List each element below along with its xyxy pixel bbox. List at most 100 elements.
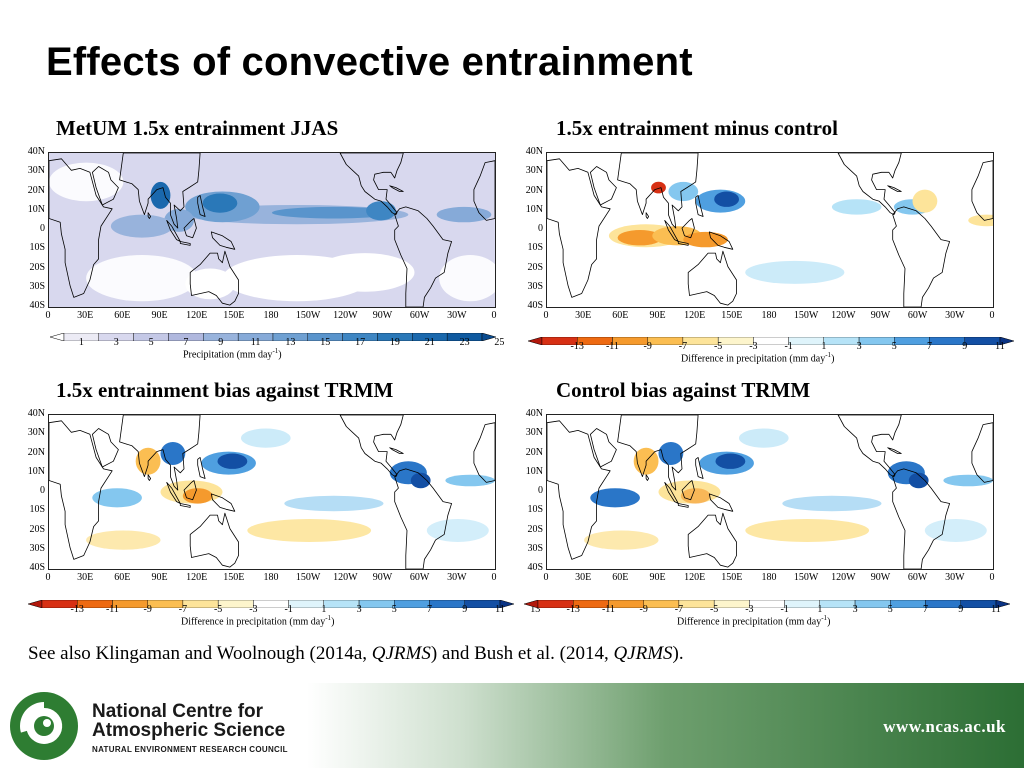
- colorbar-tick-label: -13: [570, 341, 584, 352]
- see-also-suffix: ).: [672, 643, 684, 664]
- colorbar-tick-label: -5: [213, 604, 223, 615]
- longitude-tick-label: 90W: [372, 572, 393, 583]
- colorbar: [527, 332, 1015, 346]
- longitude-tick-label: 0: [45, 572, 51, 583]
- colorbar-tick-label: 7: [183, 337, 189, 348]
- longitude-tick-label: 0: [989, 310, 995, 321]
- colorbar-tick-label: -11: [605, 341, 619, 352]
- colorbar-tick-label: 3: [856, 341, 862, 352]
- colorbar-label: Precipitation (mm day-1): [183, 347, 282, 361]
- latitude-tick-label: 20S: [527, 261, 543, 273]
- panel-title: Control bias against TRMM: [556, 378, 811, 402]
- latitude-tick-label: 10S: [29, 242, 45, 254]
- colorbar-tick-label: -9: [639, 604, 648, 615]
- latitude-tick-label: 0: [538, 485, 543, 496]
- org-subtitle: NATURAL ENVIRONMENT RESEARCH COUNCIL: [92, 745, 288, 754]
- website-url[interactable]: www.ncas.ac.uk: [883, 717, 1006, 736]
- precipitation-map: [546, 414, 994, 570]
- latitude-tick-label: 20N: [525, 184, 543, 196]
- colorbar-tick-label: 3: [852, 604, 858, 615]
- latitude-tick-label: 20S: [29, 261, 45, 273]
- longitude-tick-label: 150W: [793, 572, 819, 583]
- longitude-tick-label: 0: [989, 572, 995, 583]
- colorbar-tick-label: -13: [566, 604, 580, 615]
- colorbar-tick-label: 7: [923, 604, 929, 615]
- longitude-tick-label: 60E: [114, 572, 131, 583]
- colorbar-tick-label: -1: [284, 604, 293, 615]
- longitude-tick-label: 30E: [77, 572, 94, 583]
- latitude-tick-label: 10S: [29, 504, 45, 516]
- precipitation-map: [48, 414, 496, 570]
- longitude-tick-label: 0: [543, 572, 549, 583]
- colorbar-tick-label: 9: [218, 337, 224, 348]
- longitude-tick-label: 0: [45, 310, 51, 321]
- colorbar-tick-label: 11: [995, 341, 1005, 352]
- longitude-tick-label: 120W: [831, 572, 856, 583]
- longitude-tick-label: 0: [491, 310, 497, 321]
- latitude-tick-label: 30S: [29, 542, 45, 554]
- longitude-tick-label: 60W: [907, 310, 928, 321]
- colorbar-tick-label: 5: [891, 341, 897, 352]
- colorbar-tick-label: 21: [424, 337, 435, 348]
- colorbar-label: Difference in precipitation (mm day-1): [677, 614, 831, 628]
- longitude-tick-label: 90W: [372, 310, 393, 321]
- colorbar-tick-label: 1: [821, 341, 827, 352]
- colorbar-tick-label: 13: [1019, 604, 1024, 615]
- colorbar-tick-label: 11: [495, 604, 505, 615]
- longitude-tick-label: 60W: [907, 572, 928, 583]
- longitude-tick-label: 90E: [151, 572, 168, 583]
- colorbar-tick-label: 7: [927, 341, 933, 352]
- longitude-tick-label: 120E: [186, 310, 208, 321]
- latitude-tick-label: 10S: [527, 242, 543, 254]
- longitude-tick-label: 150W: [295, 572, 321, 583]
- latitude-tick-label: 40S: [527, 300, 543, 311]
- journal-name-2: QJRMS: [613, 643, 673, 664]
- longitude-tick-label: 30E: [77, 310, 94, 321]
- colorbar: [523, 595, 1011, 609]
- longitude-tick-label: 30E: [575, 572, 592, 583]
- colorbar-tick-label: 23: [459, 337, 470, 348]
- colorbar-tick-label: 9: [962, 341, 968, 352]
- longitude-tick-label: 180: [761, 310, 777, 321]
- colorbar-tick-label: -11: [601, 604, 615, 615]
- latitude-tick-label: 40S: [29, 300, 45, 311]
- longitude-tick-label: 150E: [223, 572, 245, 583]
- latitude-tick-label: 20S: [527, 523, 543, 535]
- colorbar-tick-label: -1: [780, 604, 789, 615]
- panel-title: 1.5x entrainment bias against TRMM: [56, 378, 394, 402]
- latitude-tick-label: 10N: [525, 203, 543, 215]
- colorbar-tick-label: -3: [745, 604, 754, 615]
- colorbar-tick-label: -5: [709, 604, 719, 615]
- longitude-tick-label: 150E: [223, 310, 245, 321]
- longitude-tick-label: 150W: [793, 310, 819, 321]
- colorbar-tick-label: 15: [320, 337, 331, 348]
- colorbar-tick-label: 5: [887, 604, 893, 615]
- colorbar-tick-label: 13: [285, 337, 296, 348]
- colorbar-tick-label: 7: [427, 604, 433, 615]
- colorbar-tick-label: -3: [249, 604, 258, 615]
- latitude-tick-label: 10N: [27, 203, 45, 215]
- colorbar-tick-label: 19: [389, 337, 400, 348]
- footer-banner: [0, 683, 1024, 768]
- colorbar-tick-label: 11: [250, 337, 261, 348]
- precipitation-map: [48, 152, 496, 308]
- colorbar: [27, 595, 515, 609]
- latitude-tick-label: 30N: [525, 165, 543, 177]
- latitude-tick-label: 20N: [27, 446, 45, 458]
- latitude-tick-label: 10N: [525, 465, 543, 477]
- colorbar-label: Difference in precipitation (mm day-1): [181, 614, 335, 628]
- longitude-tick-label: 90W: [870, 572, 891, 583]
- longitude-tick-label: 0: [543, 310, 549, 321]
- colorbar-tick-label: -7: [678, 341, 688, 352]
- latitude-tick-label: 40S: [29, 562, 45, 573]
- longitude-tick-label: 120W: [333, 572, 358, 583]
- longitude-tick-label: 120W: [831, 310, 856, 321]
- longitude-tick-label: 0: [491, 572, 497, 583]
- latitude-tick-label: 40S: [527, 562, 543, 573]
- latitude-tick-label: 30S: [527, 280, 543, 292]
- org-name-line1: National Centre for: [92, 701, 264, 722]
- longitude-tick-label: 120E: [186, 572, 208, 583]
- colorbar-tick-label: 3: [356, 604, 362, 615]
- colorbar-tick-label: 5: [391, 604, 397, 615]
- longitude-tick-label: 150E: [721, 310, 743, 321]
